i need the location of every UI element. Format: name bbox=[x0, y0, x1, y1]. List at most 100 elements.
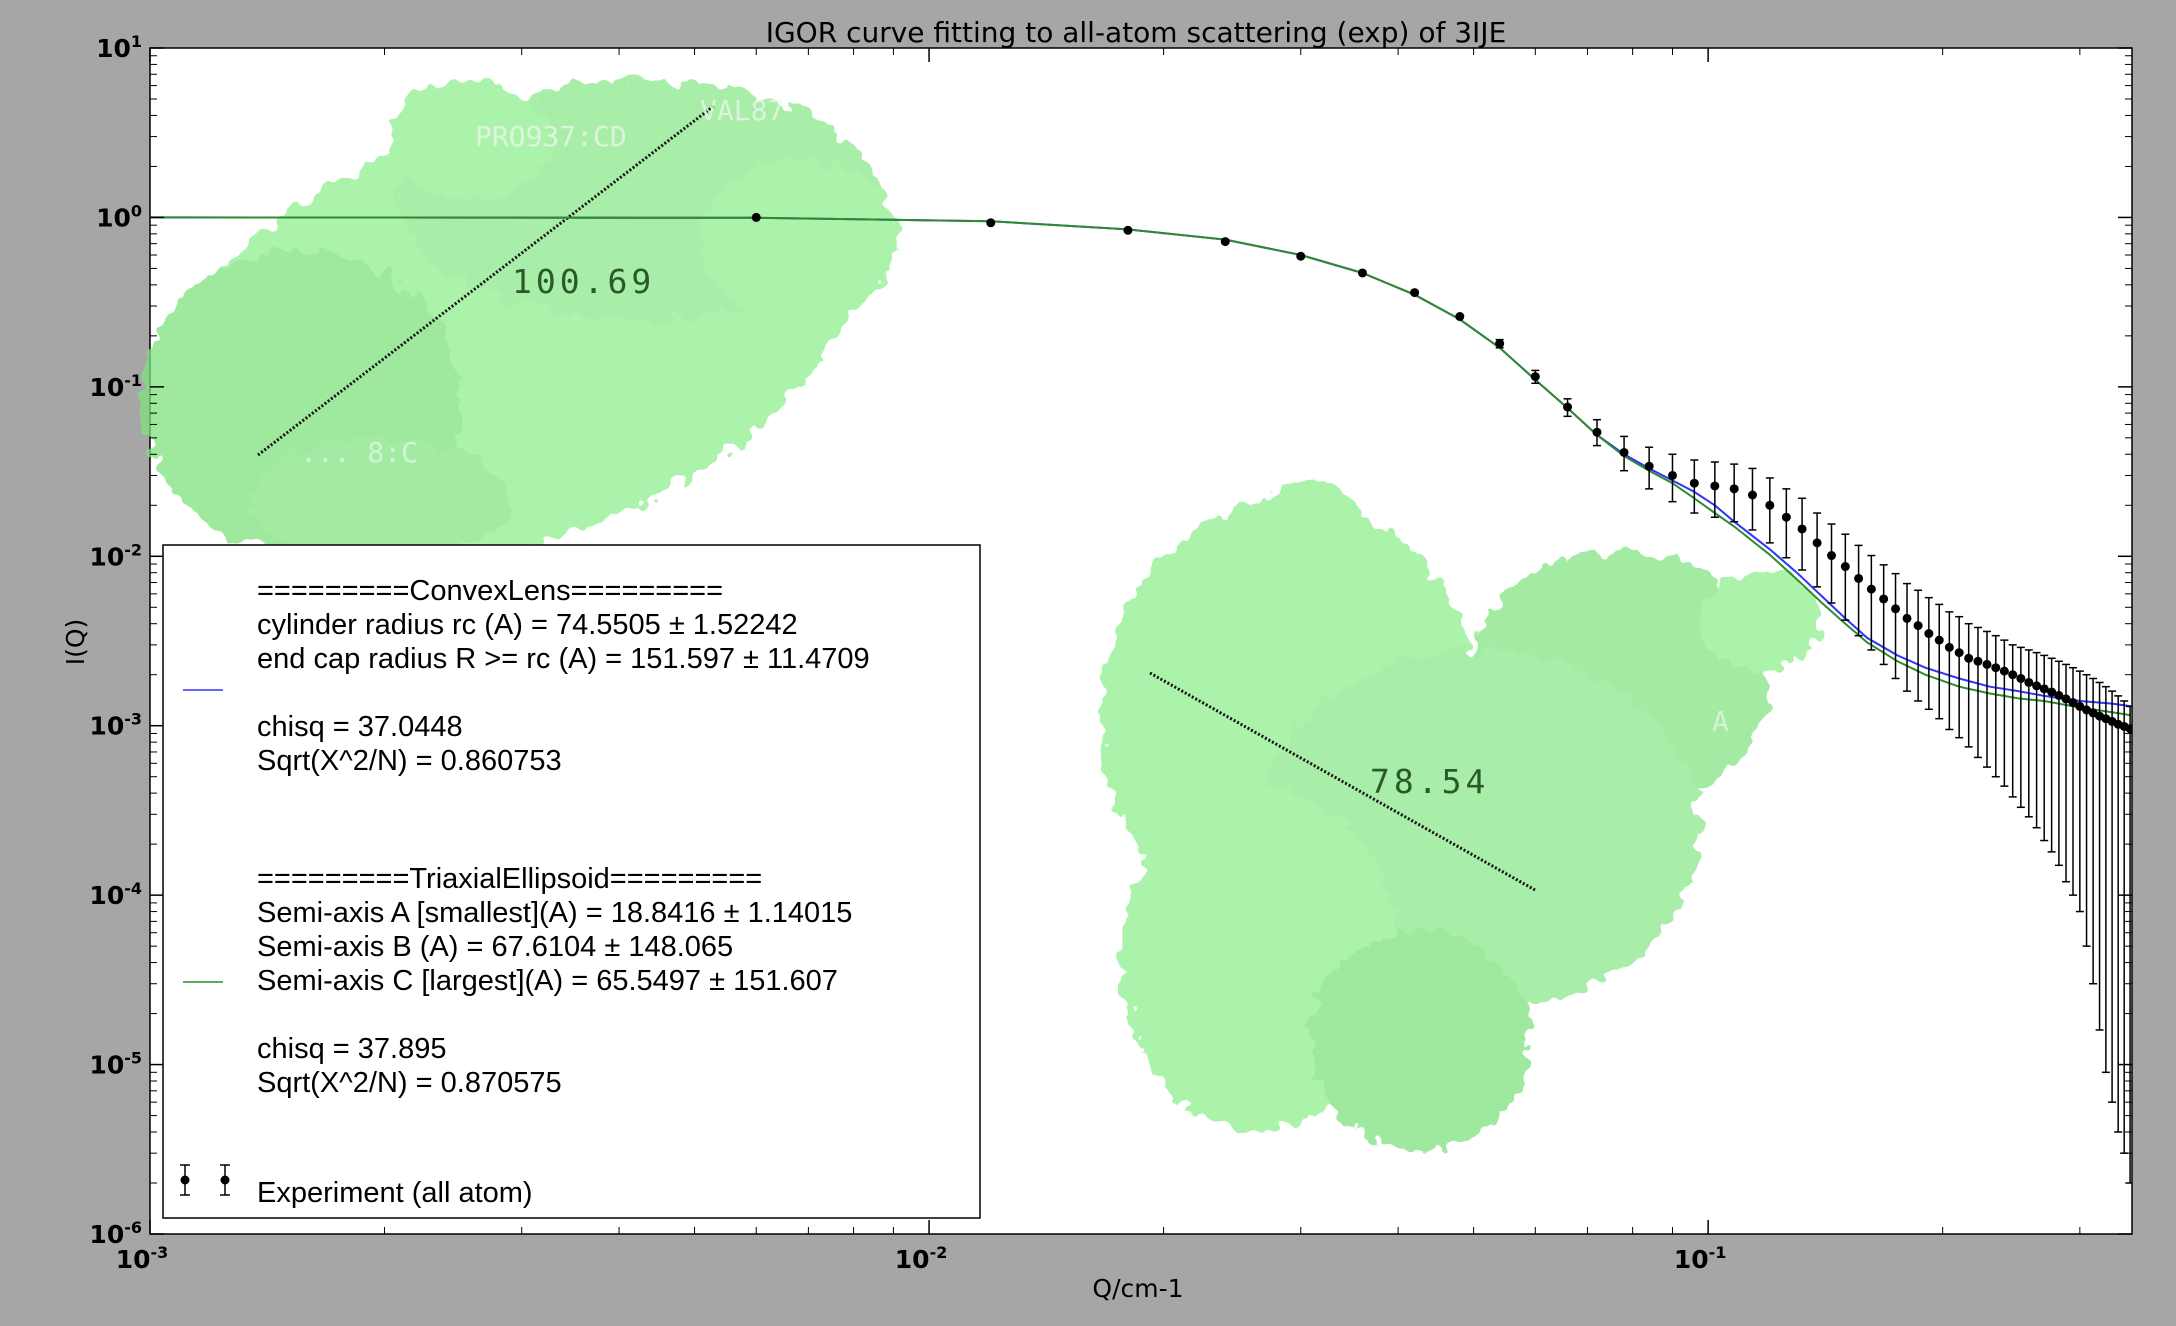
x-tick-label: 10-1 bbox=[1674, 1243, 1727, 1274]
legend-line: Semi-axis A [smallest](A) = 18.8416 ± 1.… bbox=[257, 897, 852, 929]
y-tick-label: 10-4 bbox=[89, 879, 142, 910]
point-marker bbox=[1866, 584, 1876, 594]
point-marker bbox=[1913, 621, 1923, 631]
legend-line: chisq = 37.895 bbox=[257, 1033, 446, 1065]
legend-box bbox=[162, 544, 981, 1219]
point-marker bbox=[1667, 470, 1677, 480]
data-point bbox=[1991, 634, 2001, 778]
point-marker bbox=[1710, 481, 1720, 491]
data-point bbox=[1924, 596, 1934, 711]
data-point bbox=[1619, 435, 1629, 472]
point-marker bbox=[2016, 673, 2026, 683]
point-marker bbox=[1530, 372, 1540, 382]
data-point bbox=[1530, 369, 1540, 385]
legend-swatch-experiment bbox=[180, 1164, 230, 1196]
data-point bbox=[1879, 564, 1889, 666]
data-point bbox=[1854, 544, 1864, 637]
data-point bbox=[1455, 312, 1465, 322]
legend-line: =========ConvexLens========= bbox=[257, 575, 723, 607]
point-marker bbox=[1879, 594, 1889, 604]
point-marker bbox=[1781, 512, 1791, 522]
point-marker bbox=[1296, 251, 1306, 261]
data-point bbox=[1710, 461, 1720, 518]
y-tick-label: 10-2 bbox=[89, 540, 142, 571]
point-marker bbox=[2032, 681, 2042, 691]
point-marker bbox=[2008, 670, 2018, 680]
point-marker bbox=[2024, 677, 2034, 687]
measure-label-bottom: 78.54 bbox=[1370, 762, 1489, 801]
point-marker bbox=[1924, 629, 1934, 639]
y-tick-label: 10-6 bbox=[89, 1218, 142, 1249]
data-point bbox=[1866, 554, 1876, 651]
point-marker bbox=[1902, 613, 1912, 623]
y-axis-label: I(Q) bbox=[61, 619, 90, 666]
legend-text: =========ConvexLens=========cylinder rad… bbox=[257, 575, 870, 1209]
point-marker bbox=[1999, 666, 2009, 676]
point-marker bbox=[1891, 604, 1901, 614]
point-marker bbox=[1747, 490, 1757, 500]
data-point bbox=[1840, 533, 1850, 621]
data-point bbox=[2032, 651, 2042, 829]
legend-line: Experiment (all atom) bbox=[257, 1177, 533, 1209]
data-point bbox=[1982, 630, 1992, 768]
point-marker bbox=[1123, 225, 1133, 235]
data-point bbox=[1296, 251, 1306, 261]
legend-line: =========TriaxialEllipsoid========= bbox=[257, 863, 762, 895]
data-point bbox=[1999, 639, 2009, 787]
legend-line: Sqrt(X^2/N) = 0.860753 bbox=[257, 745, 562, 777]
data-point bbox=[2024, 649, 2034, 818]
point-marker bbox=[1495, 339, 1505, 349]
point-marker bbox=[1934, 635, 1944, 645]
axis-layer: 10-3 10-2 10-1 101 100 10-1 10-2 10-3 10-4 10-5 10… bbox=[89, 32, 2132, 1274]
x-tick-label: 10-3 bbox=[116, 1243, 169, 1274]
point-marker bbox=[1991, 663, 2001, 673]
point-marker bbox=[1812, 538, 1822, 548]
point-marker bbox=[986, 218, 996, 228]
data-point bbox=[751, 212, 761, 222]
data-point bbox=[1410, 288, 1420, 298]
point-marker bbox=[1797, 524, 1807, 534]
point-marker bbox=[2054, 690, 2064, 700]
y-tick-label: 100 bbox=[96, 201, 142, 232]
measure-line-bottom bbox=[1149, 671, 1536, 892]
data-point bbox=[1891, 572, 1901, 680]
data-point bbox=[1827, 523, 1837, 604]
point-marker bbox=[1954, 648, 1964, 658]
data-point bbox=[1902, 582, 1912, 692]
data-point bbox=[1592, 418, 1602, 447]
point-marker bbox=[2125, 724, 2132, 734]
data-point bbox=[1220, 237, 1230, 247]
data-point bbox=[1964, 622, 1974, 748]
atom-label-4: A bbox=[1712, 705, 1729, 738]
point-marker bbox=[1619, 447, 1629, 457]
atom-label-3: ... 8:C bbox=[300, 436, 418, 469]
series-layer bbox=[150, 212, 2132, 1184]
data-point bbox=[1934, 603, 1944, 720]
y-tick-label: 101 bbox=[96, 32, 142, 63]
data-point bbox=[1954, 615, 1964, 739]
y-tick-label: 10-1 bbox=[89, 371, 142, 402]
protein-structure-bottom bbox=[1100, 480, 1820, 1150]
legend-line: cylinder radius rc (A) = 74.5505 ± 1.522… bbox=[257, 609, 798, 641]
data-point bbox=[1781, 488, 1791, 559]
data-point bbox=[1644, 446, 1654, 490]
data-point bbox=[1729, 463, 1739, 523]
point-marker bbox=[1854, 573, 1864, 583]
data-point bbox=[1563, 398, 1573, 418]
legend-line: Semi-axis C [largest](A) = 65.5497 ± 151… bbox=[257, 965, 838, 997]
point-marker bbox=[1964, 653, 1974, 663]
point-marker bbox=[2039, 684, 2049, 694]
point-marker bbox=[1840, 562, 1850, 572]
x-tick-label: 10-2 bbox=[895, 1243, 948, 1274]
point-marker bbox=[1410, 288, 1420, 298]
point-marker bbox=[2047, 687, 2057, 697]
y-tick-label: 10-5 bbox=[89, 1049, 142, 1080]
data-point bbox=[986, 218, 996, 228]
point-marker bbox=[1357, 268, 1367, 278]
point-marker bbox=[2068, 698, 2078, 708]
data-point bbox=[2047, 657, 2057, 853]
data-point bbox=[1689, 459, 1699, 514]
data-point bbox=[1747, 467, 1757, 531]
